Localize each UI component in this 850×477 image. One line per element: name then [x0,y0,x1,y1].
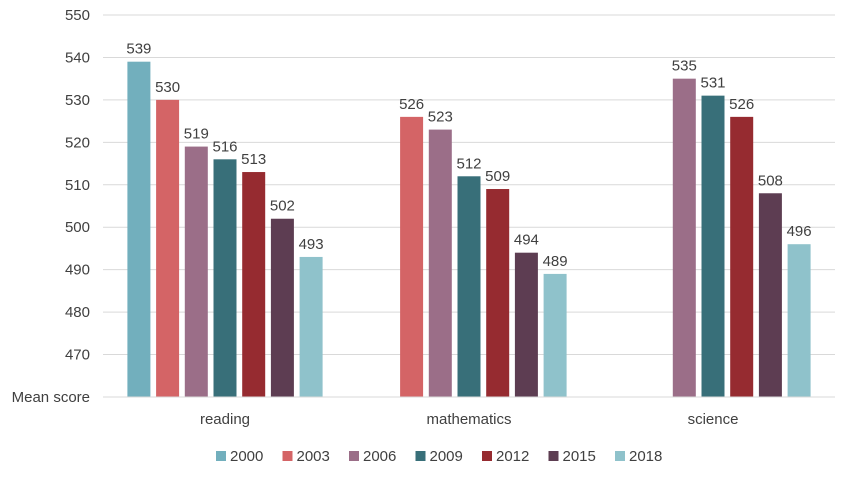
bar-science-2006 [672,78,696,398]
legend-swatch-2012 [482,451,492,461]
category-label-reading: reading [200,411,250,428]
data-label: 512 [456,155,481,172]
category-label-science: science [688,411,739,428]
legend-swatch-2006 [349,451,359,461]
data-label: 509 [485,168,510,185]
legend-swatch-2009 [415,451,426,461]
y-tick-label: 520 [65,134,90,151]
bar-mathematics-2006 [428,129,452,397]
bar-reading-2009 [213,159,237,397]
data-label: 535 [672,58,697,75]
data-label: 516 [212,138,237,155]
data-label: 530 [155,79,180,96]
bar-science-2015 [758,193,782,397]
data-label: 489 [543,253,568,270]
bar-science-2009 [701,95,725,398]
data-label: 496 [787,223,812,240]
data-label: 519 [184,126,209,143]
y-tick-label: 480 [65,304,90,321]
data-label: 526 [399,96,424,113]
data-label: 523 [428,109,453,126]
y-axis-ticks: 470 480 490 500 510 520 530 540 550 [65,7,90,364]
bars [127,61,811,398]
legend-label: 2000 [230,448,263,465]
data-label: 513 [241,151,266,168]
y-tick-label: 470 [65,347,90,364]
y-tick-label: 510 [65,177,90,194]
category-labels: reading mathematics science [200,411,738,428]
bar-reading-2006 [184,146,208,397]
bar-reading-2015 [270,218,294,397]
legend: 2000 2003 2006 2009 2012 2015 2018 [216,448,662,465]
bar-science-2012 [730,116,754,397]
y-tick-label: 530 [65,92,90,109]
legend-label: 2009 [430,448,463,465]
data-label: 526 [729,96,754,113]
y-axis-title: Mean score [12,389,90,406]
legend-label: 2018 [629,448,662,465]
y-tick-label: 490 [65,262,90,279]
legend-label: 2003 [297,448,330,465]
legend-label: 2006 [363,448,396,465]
bar-mathematics-2003 [400,116,424,397]
category-label-mathematics: mathematics [426,411,511,428]
bar-mathematics-2015 [514,252,538,397]
y-tick-label: 550 [65,7,90,24]
bar-reading-2018 [299,256,323,397]
data-label: 502 [270,198,295,215]
data-labels: 5395305195165135024935265235125094944895… [126,41,811,270]
data-label: 494 [514,232,539,249]
data-label: 531 [700,75,725,92]
bar-reading-2003 [156,99,180,397]
y-tick-label: 500 [65,219,90,236]
bar-reading-2012 [242,172,266,397]
bar-mathematics-2009 [457,176,481,397]
y-tick-label: 540 [65,49,90,66]
legend-swatch-2003 [282,451,293,461]
bar-mathematics-2018 [543,273,567,397]
bar-science-2018 [787,244,811,397]
legend-label: 2012 [496,448,529,465]
data-label: 508 [758,172,783,189]
data-label: 539 [126,41,151,58]
legend-swatch-2000 [216,451,226,461]
legend-swatch-2018 [615,451,625,461]
legend-label: 2015 [563,448,596,465]
bar-reading-2000 [127,61,151,397]
bar-mathematics-2012 [486,189,510,397]
legend-swatch-2015 [548,451,559,461]
data-label: 493 [299,236,324,253]
